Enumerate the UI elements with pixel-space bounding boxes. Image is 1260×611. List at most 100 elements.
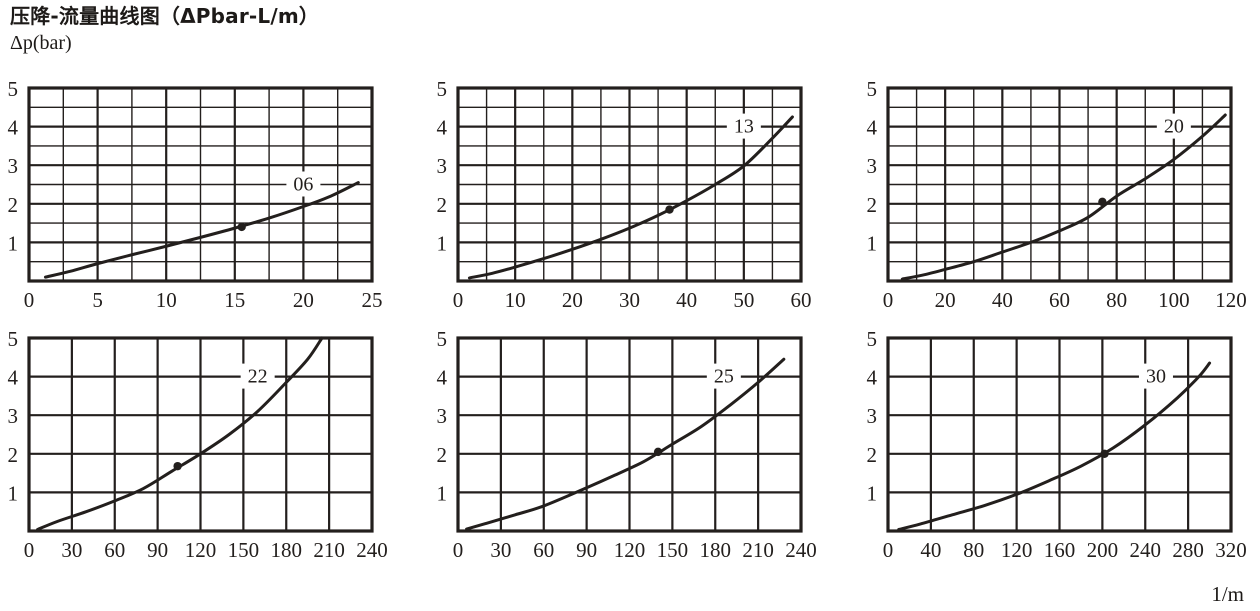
x-tick-label: 60 [1049, 288, 1070, 312]
y-tick-labels: 1 2 3 4 5 [437, 327, 448, 505]
y-tick-label: 3 [437, 154, 448, 178]
x-tick-labels: 0 30 60 90 120 150 180 210 240 [24, 538, 388, 562]
curve-label: 30 [1138, 363, 1173, 389]
panel-13: 13 0 10 20 30 40 50 60 1 2 3 4 5 [437, 77, 891, 317]
x-tick-label: 40 [992, 288, 1013, 312]
x-tick-label: 30 [490, 538, 511, 562]
grid-major [27, 336, 374, 531]
y-tick-labels: 1 2 3 4 5 [437, 77, 448, 255]
pressure-drop-curve [897, 361, 1212, 531]
x-tick-label: 0 [24, 288, 35, 312]
x-tick-label: 120 [185, 538, 217, 562]
x-tick-label: 120 [1001, 538, 1033, 562]
x-tick-label: 40 [676, 288, 697, 312]
x-tick-labels: 0 10 20 30 40 50 60 [453, 288, 812, 312]
curve-label: 06 [286, 171, 321, 197]
operating-point-marker [1098, 197, 1107, 207]
x-tick-label: 150 [228, 538, 260, 562]
operating-point-marker [173, 461, 182, 471]
svg-text:22: 22 [248, 366, 268, 388]
y-tick-label: 2 [8, 193, 19, 217]
y-tick-labels: 1 2 3 4 5 [8, 327, 19, 505]
panel-30: 30 0 40 80 120 160 200 240 280 320 1 2 3 4 5 [867, 327, 1260, 567]
x-tick-label: 5 [92, 288, 103, 312]
x-tick-label: 25 [362, 288, 383, 312]
x-tick-labels: 0 20 40 60 80 100 120 [883, 288, 1247, 312]
x-tick-label: 100 [1158, 288, 1190, 312]
plot-frame [456, 86, 803, 283]
y-tick-labels: 1 2 3 4 5 [867, 327, 878, 505]
y-tick-label: 4 [867, 366, 878, 390]
x-tick-label: 10 [156, 288, 177, 312]
x-tick-label: 160 [1044, 538, 1076, 562]
x-tick-label: 20 [935, 288, 956, 312]
panel-20: 20 0 20 40 60 80 100 120 1 2 3 4 5 [867, 77, 1260, 317]
x-tick-label: 0 [24, 538, 35, 562]
y-tick-label: 2 [8, 443, 19, 467]
y-tick-label: 1 [437, 231, 448, 255]
curve-label: 13 [726, 113, 761, 139]
pressure-drop-curve [467, 115, 794, 280]
y-tick-label: 1 [437, 481, 448, 505]
x-tick-labels: 0 30 60 90 120 150 180 210 240 [453, 538, 817, 562]
y-tick-label: 1 [8, 231, 19, 255]
x-tick-label: 30 [619, 288, 640, 312]
y-tick-label: 1 [8, 481, 19, 505]
plot-frame [456, 336, 803, 533]
x-tick-label: 150 [657, 538, 689, 562]
y-tick-label: 1 [867, 231, 878, 255]
y-tick-labels: 1 2 3 4 5 [8, 77, 19, 255]
x-tick-label: 0 [453, 288, 464, 312]
y-tick-label: 3 [437, 404, 448, 428]
y-tick-labels: 1 2 3 4 5 [867, 77, 878, 255]
x-tick-label: 60 [533, 538, 554, 562]
svg-text:13: 13 [734, 116, 754, 138]
plot-frame [886, 336, 1233, 533]
x-tick-label: 0 [453, 538, 464, 562]
x-tick-label: 0 [883, 538, 894, 562]
y-tick-label: 5 [8, 77, 19, 101]
y-tick-label: 2 [437, 443, 448, 467]
plot-frame [886, 86, 1233, 283]
y-tick-label: 5 [437, 77, 448, 101]
svg-text:06: 06 [293, 174, 313, 196]
svg-text:30: 30 [1146, 366, 1166, 388]
y-tick-label: 2 [437, 193, 448, 217]
y-axis-label: Δp(bar) [10, 32, 72, 54]
curve-label: 22 [240, 363, 275, 389]
svg-text:25: 25 [714, 366, 734, 388]
plot-frame [27, 336, 374, 533]
title-block: 压降-流量曲线图（ΔPbar-L/m） Δp(bar) [10, 4, 319, 57]
x-tick-label: 80 [963, 538, 984, 562]
x-tick-label: 210 [313, 538, 345, 562]
x-tick-label: 240 [785, 538, 817, 562]
y-tick-label: 2 [867, 443, 878, 467]
y-tick-label: 4 [867, 116, 878, 140]
x-tick-label: 210 [742, 538, 774, 562]
x-tick-label: 50 [733, 288, 754, 312]
y-tick-label: 4 [8, 366, 19, 390]
pressure-drop-curve [36, 336, 324, 531]
x-tick-label: 280 [1172, 538, 1204, 562]
y-tick-label: 5 [437, 327, 448, 351]
grid-minor [28, 87, 373, 282]
x-tick-label: 180 [271, 538, 303, 562]
x-tick-label: 15 [224, 288, 245, 312]
x-tick-label: 0 [883, 288, 894, 312]
grid-major [886, 336, 1233, 531]
x-tick-label: 90 [147, 538, 168, 562]
y-tick-label: 4 [437, 116, 448, 140]
x-tick-label: 200 [1087, 538, 1119, 562]
y-tick-label: 5 [867, 77, 878, 101]
x-tick-label: 120 [614, 538, 646, 562]
y-tick-label: 3 [8, 404, 19, 428]
x-tick-label: 10 [505, 288, 526, 312]
x-tick-label: 180 [700, 538, 732, 562]
curve-label: 25 [706, 363, 741, 389]
y-tick-label: 3 [867, 154, 878, 178]
x-tick-label: 60 [791, 288, 812, 312]
pressure-drop-curve [43, 181, 360, 279]
operating-point-marker [1100, 449, 1109, 458]
y-tick-label: 3 [867, 404, 878, 428]
grid-major [456, 336, 803, 531]
